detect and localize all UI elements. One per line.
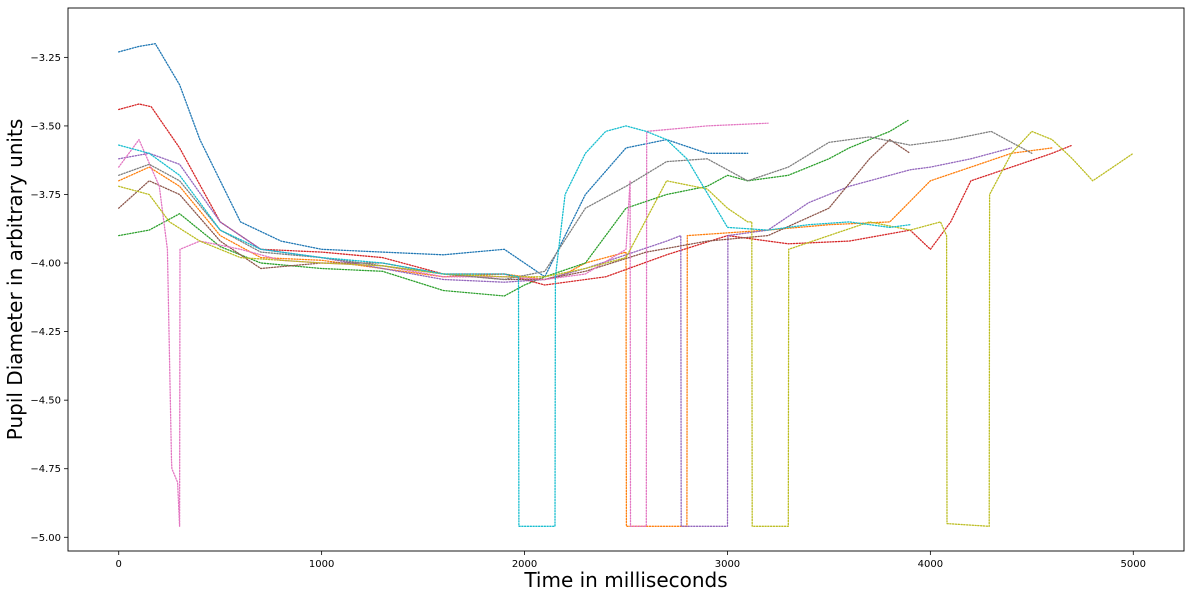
y-tick-label: −4.75 (30, 464, 61, 475)
y-tick-label: −3.25 (30, 53, 61, 64)
series-line-1 (118, 43, 749, 278)
y-tick-label: −5.00 (30, 533, 61, 544)
x-tick-label: 0 (116, 559, 122, 570)
series-line-9 (118, 130, 1134, 527)
series-line-3 (118, 119, 909, 297)
series-line-8 (118, 130, 1033, 281)
x-tick-label: 2000 (512, 559, 537, 570)
series-line-2 (118, 147, 1053, 527)
y-tick-label: −4.00 (30, 259, 61, 270)
x-tick-label: 4000 (918, 559, 943, 570)
y-tick-label: −4.25 (30, 327, 61, 338)
x-tick-label: 1000 (309, 559, 334, 570)
y-axis-title: Pupil Diameter in arbitrary units (3, 119, 27, 441)
x-axis-title: Time in milliseconds (523, 568, 727, 592)
series-line-6 (118, 138, 911, 281)
x-tick-label: 3000 (715, 559, 740, 570)
y-tick-label: −4.50 (30, 396, 61, 407)
x-axis: 0 1000 2000 3000 4000 5000 (116, 551, 1146, 570)
x-tick-label: 5000 (1121, 559, 1146, 570)
series-line-7 (118, 122, 769, 527)
plot-frame (67, 7, 1185, 552)
y-axis: −5.00 −4.75 −4.50 −4.25 −4.00 −3.75 −3.50 −3.25 (30, 53, 68, 544)
y-tick-label: −3.75 (30, 190, 61, 201)
y-tick-label: −3.50 (30, 121, 61, 132)
series-layer (118, 43, 1134, 527)
series-line-5 (118, 147, 1013, 527)
series-line-4 (118, 103, 1074, 286)
series-line-10 (118, 125, 911, 527)
